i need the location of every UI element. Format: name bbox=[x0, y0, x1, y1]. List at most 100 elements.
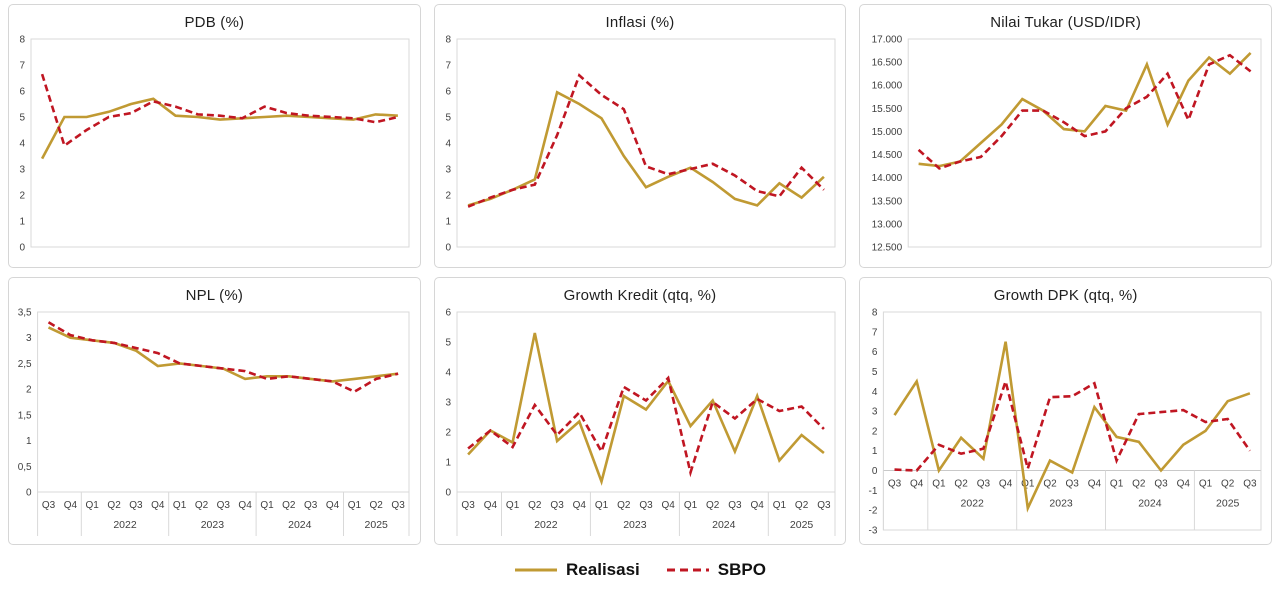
svg-text:2024: 2024 bbox=[288, 519, 312, 531]
svg-text:2: 2 bbox=[445, 428, 451, 439]
chart-title: NPL (%) bbox=[185, 287, 244, 304]
svg-text:3: 3 bbox=[445, 398, 451, 409]
svg-text:8: 8 bbox=[445, 35, 451, 46]
svg-text:17.000: 17.000 bbox=[871, 35, 902, 46]
svg-text:2025: 2025 bbox=[365, 519, 389, 531]
svg-text:5: 5 bbox=[20, 113, 26, 124]
svg-text:Q4: Q4 bbox=[573, 500, 587, 511]
svg-text:16.500: 16.500 bbox=[871, 58, 902, 69]
chart-title: Inflasi (%) bbox=[605, 14, 675, 31]
svg-text:Q1: Q1 bbox=[1198, 479, 1212, 490]
svg-text:4: 4 bbox=[445, 368, 451, 379]
svg-text:6: 6 bbox=[445, 87, 451, 98]
svg-text:3: 3 bbox=[20, 165, 26, 176]
svg-text:Q4: Q4 bbox=[484, 500, 498, 511]
svg-text:16.000: 16.000 bbox=[871, 81, 902, 92]
svg-text:Q3: Q3 bbox=[1243, 479, 1257, 490]
legend-label-sbpo: SBPO bbox=[717, 560, 766, 579]
svg-text:Q2: Q2 bbox=[195, 500, 209, 511]
nilai-tukar-line-chart: 12.500 13.000 13.500 14.000 14.500 15.000 15.5… bbox=[871, 35, 1262, 254]
svg-text:15.500: 15.500 bbox=[871, 104, 902, 115]
legend-item-sbpo: SBPO bbox=[666, 560, 766, 580]
svg-text:Q1: Q1 bbox=[1021, 479, 1035, 490]
svg-text:Q4: Q4 bbox=[751, 500, 765, 511]
growth-dpk-line-chart: -3 -2 -1 0 1 2 3 4 5 6 7 8 Q3 Q4 Q1 Q2 Q3 Q4 Q1 Q2 Q3 Q4 Q1 Q2 Q… bbox=[868, 308, 1262, 537]
panel-growth-dpk: Growth DPK (qtq, %) -3 -2 -1 0 1 2 3 4 5 6 7 8 Q3 Q4 Q… bbox=[859, 277, 1272, 545]
svg-text:2025: 2025 bbox=[790, 519, 814, 531]
svg-text:Q2: Q2 bbox=[795, 500, 809, 511]
svg-text:1: 1 bbox=[445, 458, 451, 469]
svg-text:Q2: Q2 bbox=[282, 500, 296, 511]
svg-text:Q4: Q4 bbox=[662, 500, 676, 511]
npl-line-chart: 0 0,5 1 1,5 2 2,5 3 3,5 Q3 Q4 Q1 Q2 Q3 Q4 Q1 Q2 Q3 Q4 Q1 Q2… bbox=[18, 308, 410, 536]
chart-title: Growth DPK (qtq, %) bbox=[993, 287, 1138, 304]
svg-text:-2: -2 bbox=[868, 506, 877, 517]
svg-text:Q2: Q2 bbox=[1132, 479, 1146, 490]
inflasi-line-chart: 0 1 2 3 4 5 6 7 8 bbox=[445, 35, 836, 254]
svg-text:0,5: 0,5 bbox=[18, 462, 32, 473]
svg-text:13.000: 13.000 bbox=[871, 219, 902, 230]
svg-text:4: 4 bbox=[20, 139, 26, 150]
svg-text:Q4: Q4 bbox=[151, 500, 165, 511]
svg-text:6: 6 bbox=[445, 308, 451, 319]
svg-text:2023: 2023 bbox=[623, 519, 647, 531]
svg-text:Q4: Q4 bbox=[910, 479, 924, 490]
svg-text:Q2: Q2 bbox=[954, 479, 968, 490]
svg-text:-3: -3 bbox=[868, 526, 877, 537]
svg-text:3: 3 bbox=[26, 333, 32, 344]
svg-text:Q3: Q3 bbox=[1065, 479, 1079, 490]
svg-text:1,5: 1,5 bbox=[18, 410, 32, 421]
svg-text:Q2: Q2 bbox=[1043, 479, 1057, 490]
svg-text:6: 6 bbox=[871, 347, 877, 358]
chart-title: Nilai Tukar (USD/IDR) bbox=[990, 14, 1142, 31]
svg-text:2022: 2022 bbox=[534, 519, 558, 531]
svg-text:Q3: Q3 bbox=[887, 479, 901, 490]
svg-text:Q2: Q2 bbox=[108, 500, 122, 511]
svg-text:Q1: Q1 bbox=[173, 500, 187, 511]
svg-text:Q4: Q4 bbox=[1087, 479, 1101, 490]
svg-text:Q4: Q4 bbox=[64, 500, 78, 511]
svg-text:Q3: Q3 bbox=[217, 500, 231, 511]
realisasi-line-swatch bbox=[515, 568, 558, 572]
svg-text:3: 3 bbox=[445, 165, 451, 176]
svg-text:1: 1 bbox=[871, 446, 877, 457]
svg-text:Q1: Q1 bbox=[86, 500, 100, 511]
svg-text:Q3: Q3 bbox=[728, 500, 742, 511]
svg-text:Q3: Q3 bbox=[392, 500, 406, 511]
svg-text:2022: 2022 bbox=[960, 498, 984, 510]
svg-text:Q1: Q1 bbox=[932, 479, 946, 490]
legend-item-realisasi: Realisasi bbox=[514, 560, 640, 580]
svg-text:Q3: Q3 bbox=[976, 479, 990, 490]
svg-text:2024: 2024 bbox=[1138, 498, 1162, 510]
svg-text:13.500: 13.500 bbox=[871, 196, 902, 207]
svg-text:Q1: Q1 bbox=[773, 500, 787, 511]
svg-text:Q2: Q2 bbox=[706, 500, 720, 511]
svg-text:Q1: Q1 bbox=[1110, 479, 1124, 490]
chart-title: PDB (%) bbox=[184, 14, 245, 31]
svg-text:2023: 2023 bbox=[1049, 498, 1073, 510]
svg-text:2024: 2024 bbox=[712, 519, 736, 531]
svg-text:Q1: Q1 bbox=[684, 500, 698, 511]
svg-text:Q3: Q3 bbox=[461, 500, 475, 511]
svg-text:Q2: Q2 bbox=[617, 500, 631, 511]
svg-text:Q3: Q3 bbox=[639, 500, 653, 511]
svg-text:2,5: 2,5 bbox=[18, 359, 32, 370]
svg-text:12.500: 12.500 bbox=[871, 243, 902, 254]
svg-text:Q3: Q3 bbox=[304, 500, 318, 511]
panel-growth-kredit: Growth Kredit (qtq, %) 0 1 2 3 4 5 6 Q3 Q4 Q1 Q2 Q3… bbox=[433, 277, 847, 545]
svg-text:14.500: 14.500 bbox=[871, 150, 902, 161]
chart-title: Growth Kredit (qtq, %) bbox=[563, 287, 717, 304]
svg-text:8: 8 bbox=[20, 35, 26, 46]
svg-text:-1: -1 bbox=[868, 486, 877, 497]
svg-text:14.000: 14.000 bbox=[871, 173, 902, 184]
svg-text:5: 5 bbox=[445, 113, 451, 124]
svg-text:3,5: 3,5 bbox=[18, 308, 32, 319]
svg-text:7: 7 bbox=[871, 327, 877, 338]
svg-text:Q1: Q1 bbox=[348, 500, 362, 511]
svg-text:8: 8 bbox=[871, 308, 877, 319]
svg-text:Q3: Q3 bbox=[42, 500, 56, 511]
legend: Realisasi SBPO bbox=[8, 555, 1272, 585]
panel-pdb: PDB (%) 0 1 2 3 4 5 6 7 8 bbox=[8, 4, 421, 268]
svg-text:Q1: Q1 bbox=[506, 500, 520, 511]
svg-text:Q4: Q4 bbox=[239, 500, 253, 511]
